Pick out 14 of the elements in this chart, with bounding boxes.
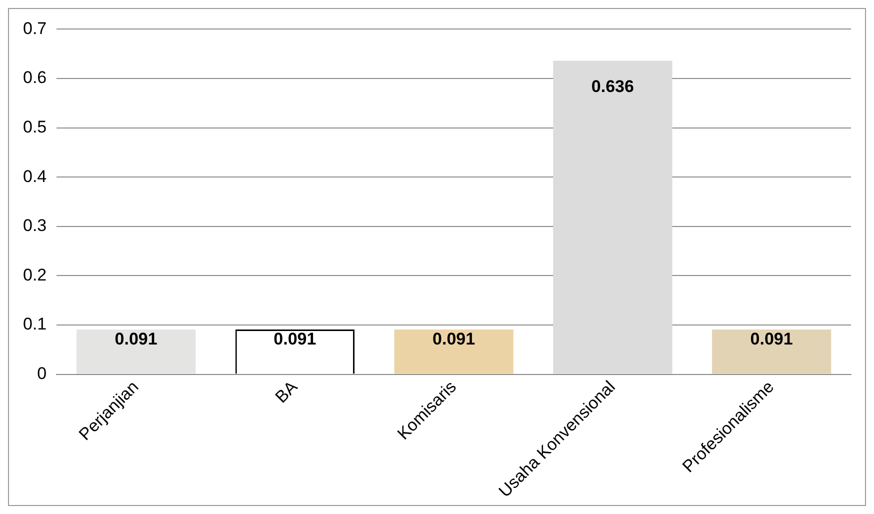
y-tick-label: 0 [37, 364, 47, 383]
data-label: 0.091 [432, 330, 476, 349]
y-tick-label: 0.4 [22, 166, 47, 186]
y-tick-label: 0.3 [22, 216, 47, 236]
data-label: 0.636 [591, 76, 634, 96]
data-label: 0.091 [750, 330, 793, 349]
y-tick-label: 0.7 [22, 18, 47, 38]
y-tick-label: 0.2 [22, 265, 47, 284]
data-label: 0.091 [114, 330, 158, 349]
y-tick-label: 0.1 [22, 314, 47, 334]
data-label: 0.091 [274, 330, 316, 349]
x-tick-label: BA [272, 376, 302, 407]
y-tick-label: 0.6 [22, 68, 47, 88]
y-tick-label: 0.5 [22, 117, 47, 136]
